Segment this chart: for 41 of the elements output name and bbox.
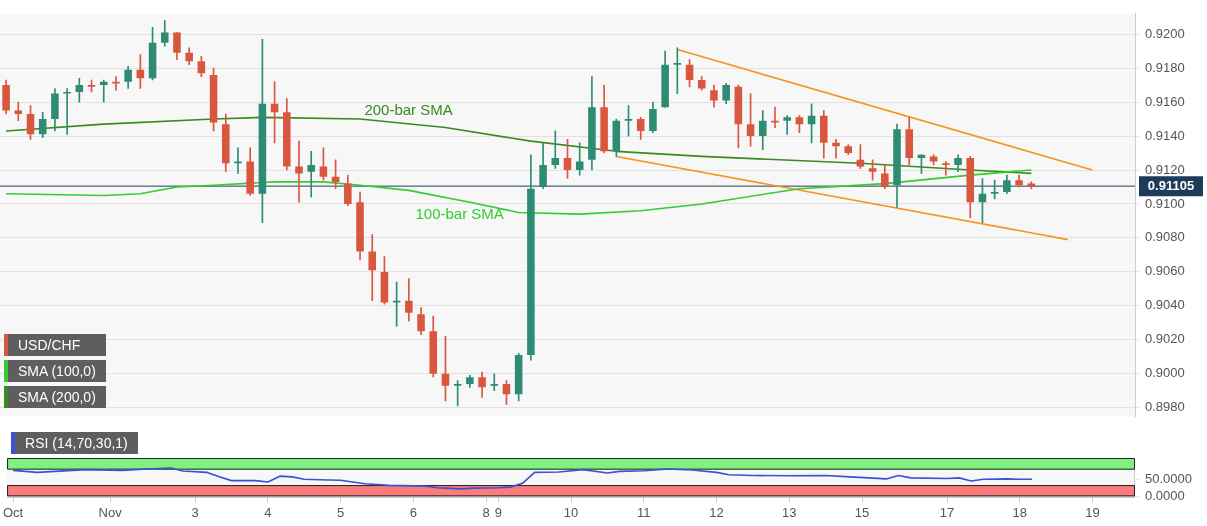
candlestick bbox=[783, 115, 791, 135]
y-tick-label: 50.0000 bbox=[1145, 470, 1192, 486]
x-tick-label: 3 bbox=[191, 504, 199, 520]
x-tick-label: 19 bbox=[1085, 504, 1100, 520]
y-tick-label: 0.9140 bbox=[1145, 127, 1185, 143]
y-tick-label: 0.9080 bbox=[1145, 229, 1185, 245]
legend-label: SMA (200,0) bbox=[4, 386, 106, 409]
x-tick-label: 11 bbox=[637, 504, 651, 520]
annotation: 100-bar SMA bbox=[415, 205, 504, 223]
x-tick-label: 4 bbox=[264, 504, 272, 520]
x-tick-label: 9 bbox=[494, 504, 502, 520]
y-tick-label: 0.9040 bbox=[1145, 297, 1185, 313]
x-tick-label: 17 bbox=[939, 504, 955, 520]
y-tick-label: 0.9060 bbox=[1145, 263, 1185, 279]
candlestick bbox=[490, 373, 499, 392]
x-tick-label: Nov bbox=[98, 504, 123, 520]
y-tick-label: 0.9120 bbox=[1145, 161, 1185, 177]
legend-label: RSI (14,70,30,1) bbox=[11, 432, 138, 454]
legend-label: USD/CHF bbox=[4, 334, 106, 357]
y-tick-label: 0.8980 bbox=[1145, 399, 1185, 415]
ref-line-label: 0.91105 bbox=[1147, 177, 1195, 193]
y-tick-label: 0.9200 bbox=[1145, 25, 1185, 41]
y-tick-label: 0.9100 bbox=[1145, 195, 1185, 211]
y-tick-label: 0.9180 bbox=[1145, 59, 1185, 75]
x-tick-label: 6 bbox=[409, 504, 417, 520]
y-tick-label: 0.9020 bbox=[1145, 331, 1185, 347]
legend-label: SMA (100,0) bbox=[4, 360, 106, 383]
x-tick-label: Oct bbox=[2, 504, 24, 520]
y-tick-label: 0.0000 bbox=[1145, 487, 1185, 503]
x-tick-label: 5 bbox=[336, 504, 345, 520]
x-tick-label: 12 bbox=[709, 504, 724, 520]
x-tick-label: 18 bbox=[1012, 504, 1028, 520]
annotation: 200-bar SMA bbox=[364, 100, 453, 118]
x-tick-label: 10 bbox=[563, 504, 579, 520]
x-tick-label: 13 bbox=[782, 504, 797, 520]
x-tick-label: 8 bbox=[482, 504, 490, 520]
candlestick bbox=[63, 88, 71, 135]
candlestick bbox=[942, 161, 950, 176]
x-tick-label: 15 bbox=[854, 504, 870, 520]
y-tick-label: 0.9160 bbox=[1145, 93, 1185, 109]
y-tick-label: 0.9000 bbox=[1145, 365, 1185, 381]
